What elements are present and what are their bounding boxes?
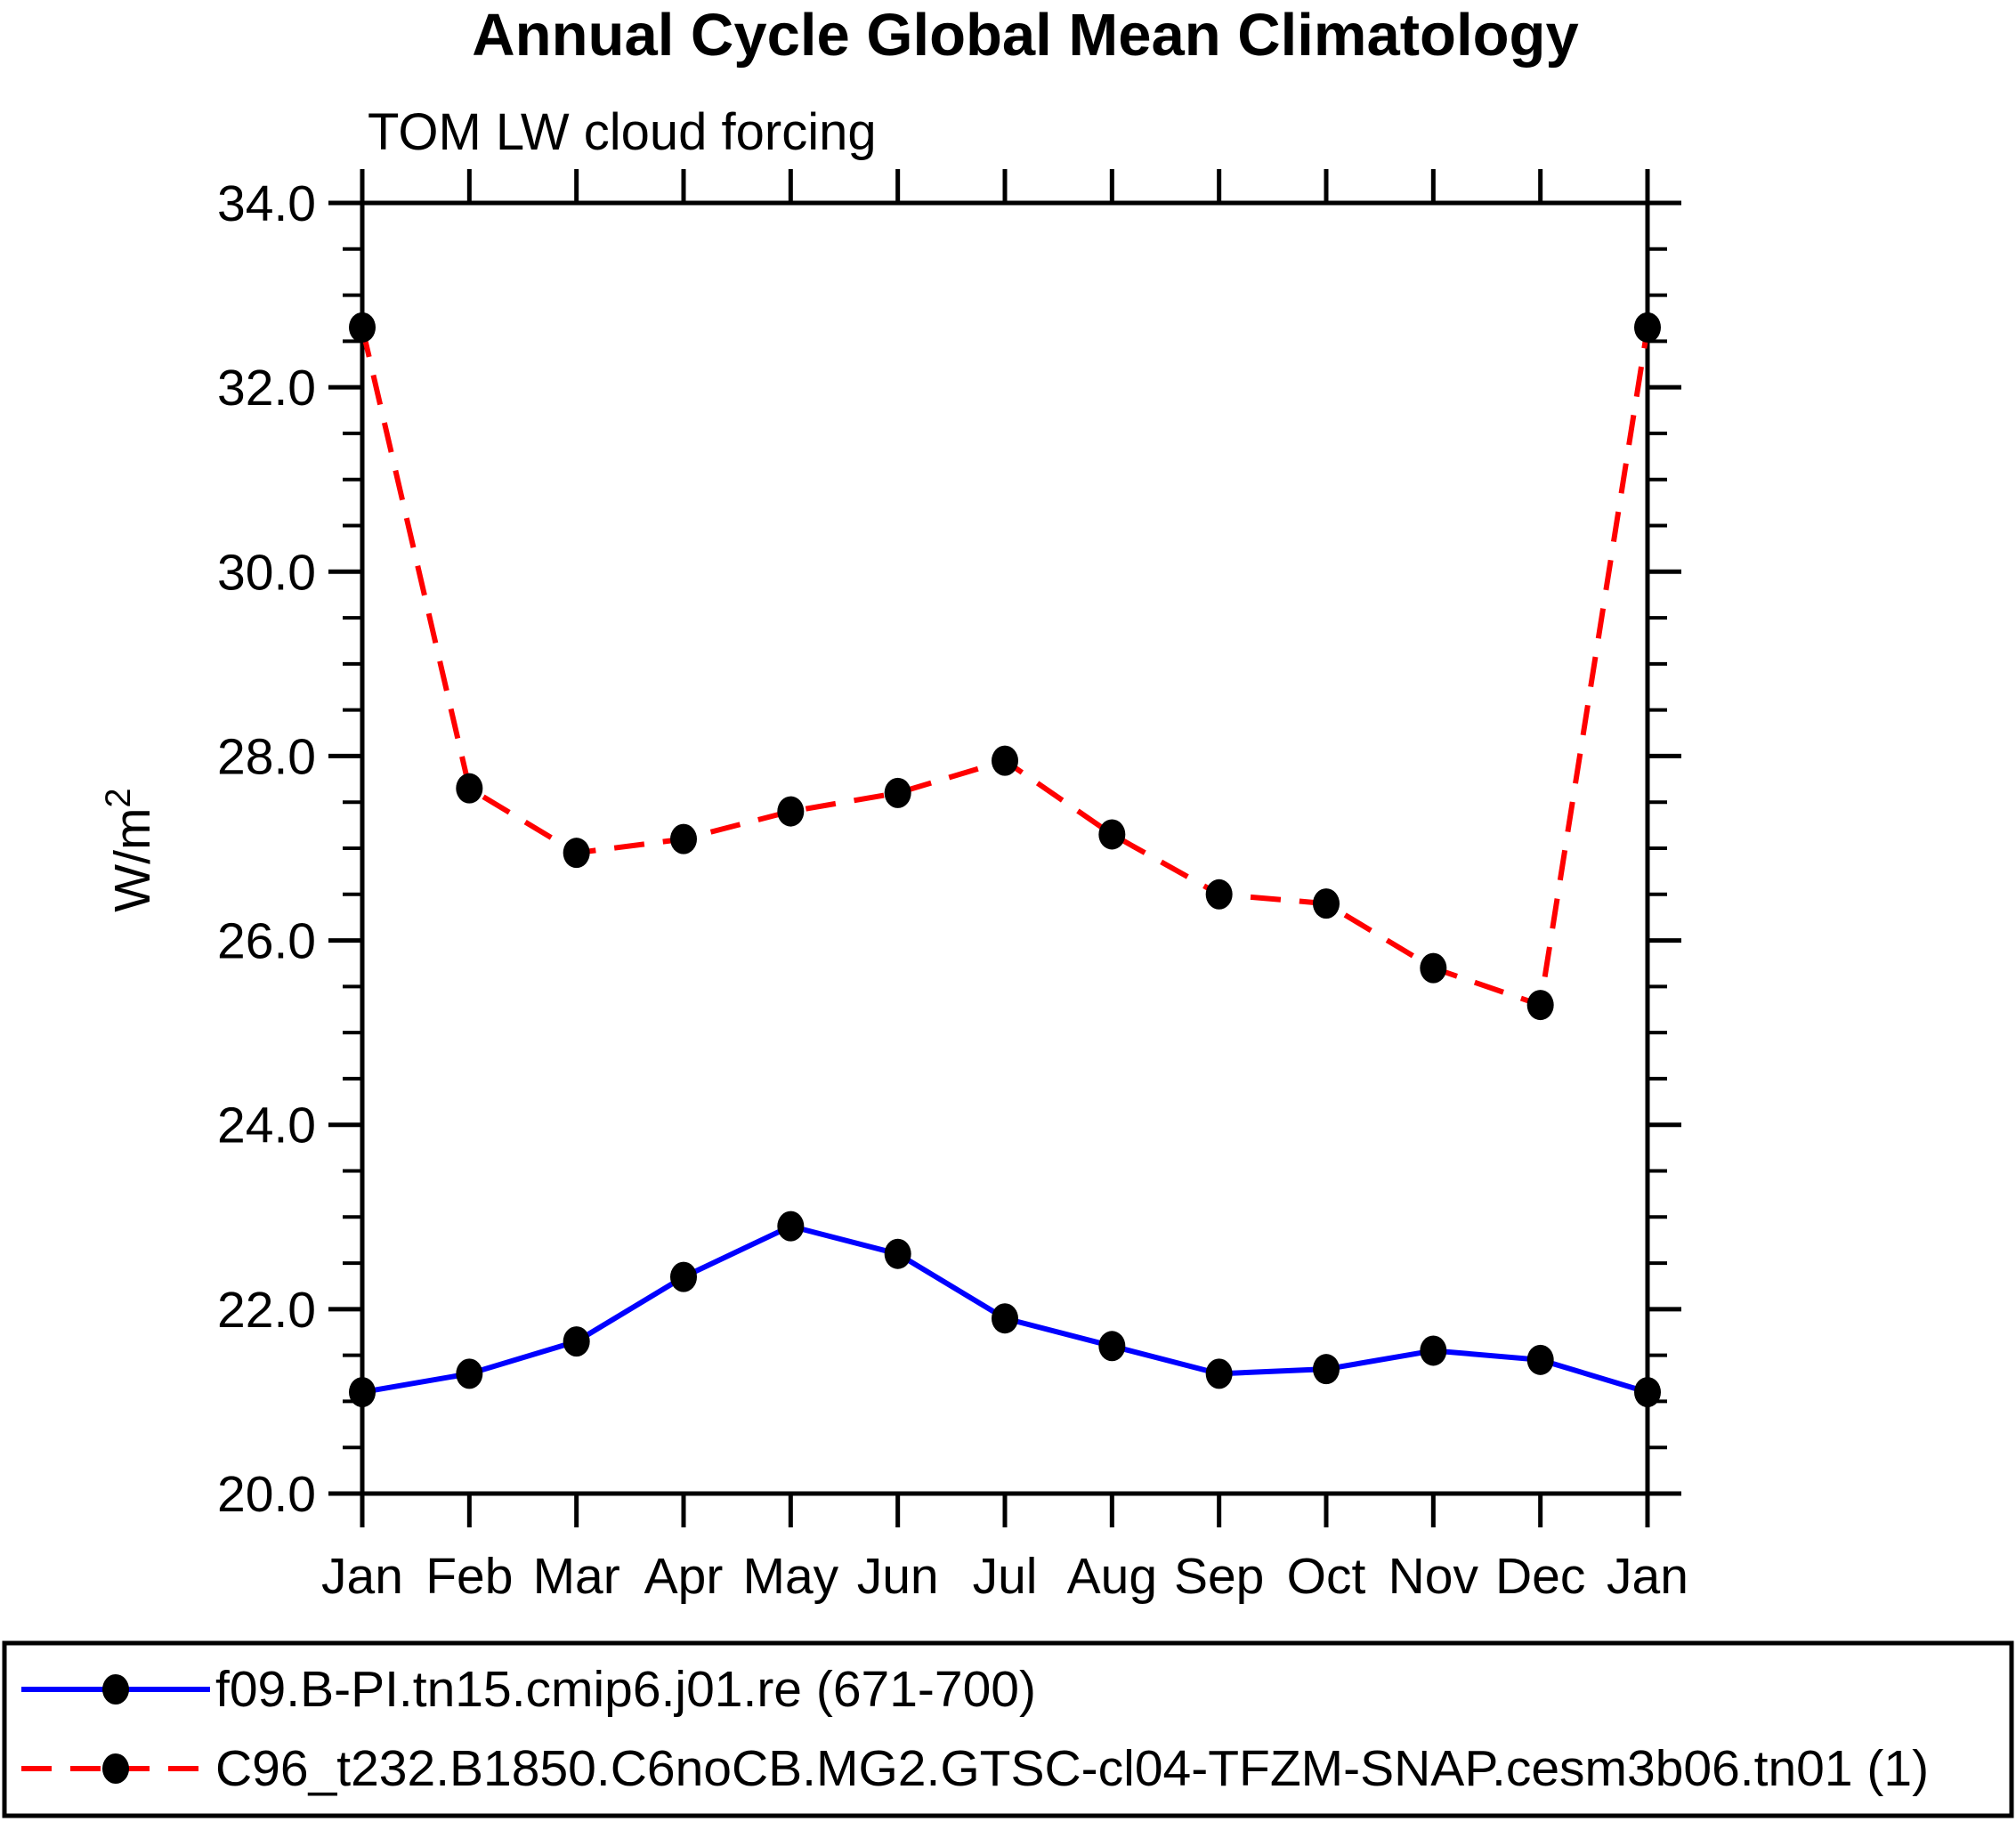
y-tick-label: 22.0: [217, 1282, 316, 1339]
data-point-marker: [670, 1261, 697, 1292]
legend: f09.B-PI.tn15.cmip6.j01.re (671-700) C96_…: [2, 1640, 2014, 1818]
y-tick-label: 34.0: [217, 175, 316, 232]
x-tick-label: Sep: [1174, 1548, 1264, 1605]
legend-box: [2, 1640, 2014, 1818]
y-tick-label: 30.0: [217, 544, 316, 601]
x-tick-label: Apr: [644, 1548, 724, 1605]
data-point-marker: [1313, 1354, 1340, 1385]
series-line-1: [360, 327, 1650, 1009]
data-point-marker: [992, 1303, 1018, 1334]
data-point-marker: [884, 777, 911, 808]
data-point-marker: [1634, 1377, 1661, 1408]
data-point-marker: [1205, 1358, 1233, 1389]
x-tick-label: Jul: [973, 1548, 1038, 1605]
data-point-marker: [563, 838, 590, 869]
x-tick-label: Dec: [1495, 1548, 1585, 1605]
data-point-marker: [777, 796, 805, 827]
y-tick-label: 24.0: [217, 1097, 316, 1154]
data-point-marker: [1526, 1344, 1554, 1375]
y-tick-label: 20.0: [217, 1466, 316, 1523]
data-point-marker: [1526, 990, 1554, 1021]
y-tick-label: 32.0: [217, 360, 316, 417]
chart-title: Annual Cycle Global Mean Climatology: [472, 2, 1578, 69]
data-point-marker: [563, 1326, 590, 1357]
data-series: [349, 312, 1661, 1408]
data-point-marker: [1420, 952, 1447, 984]
y-axis-label-main: W/m: [104, 808, 161, 912]
data-point-marker: [1098, 819, 1126, 850]
data-point-marker: [1420, 1335, 1447, 1366]
data-point-marker: [1205, 879, 1233, 910]
x-tick-label: Feb: [425, 1548, 513, 1605]
x-tick-label: Mar: [533, 1548, 620, 1605]
chart-subtitle: TOM LW cloud forcing: [368, 103, 877, 161]
data-point-marker: [456, 773, 483, 804]
x-tick-label: Jan: [1607, 1548, 1688, 1605]
plot-frame: [360, 200, 1650, 1496]
data-point-marker: [992, 745, 1018, 776]
axes: 20.0 22.0 24.0 26.0 28.0 30.0 32.0 34.0 Jan Feb Ma…: [99, 169, 1688, 1605]
y-tick-label: 26.0: [217, 913, 316, 970]
x-tick-label: May: [742, 1548, 838, 1605]
legend-label-1: C96_t232.B1850.C6noCB.MG2.GTSC-cl04-TFZM…: [215, 1740, 1929, 1797]
x-tick-label: Aug: [1067, 1548, 1157, 1605]
data-point-marker: [1098, 1331, 1126, 1362]
data-point-marker: [1634, 312, 1661, 343]
y-axis-label: W/m2: [99, 788, 161, 911]
y-axis-label-superscript: 2: [99, 788, 138, 807]
x-tick-label: Oct: [1287, 1548, 1366, 1605]
data-point-marker: [777, 1211, 805, 1242]
y-tick-label: 28.0: [217, 728, 316, 785]
x-tick-label: Jan: [321, 1548, 403, 1605]
legend-marker-1: [102, 1753, 129, 1784]
data-point-marker: [670, 823, 697, 854]
data-point-marker: [884, 1238, 911, 1269]
data-point-marker: [349, 1377, 376, 1408]
legend-marker-0: [102, 1674, 129, 1705]
legend-label-0: f09.B-PI.tn15.cmip6.j01.re (671-700): [215, 1661, 1036, 1718]
data-point-marker: [456, 1358, 483, 1389]
x-tick-label: Nov: [1389, 1548, 1479, 1605]
data-point-marker: [349, 312, 376, 343]
x-tick-label: Jun: [857, 1548, 939, 1605]
data-point-marker: [1313, 888, 1340, 919]
